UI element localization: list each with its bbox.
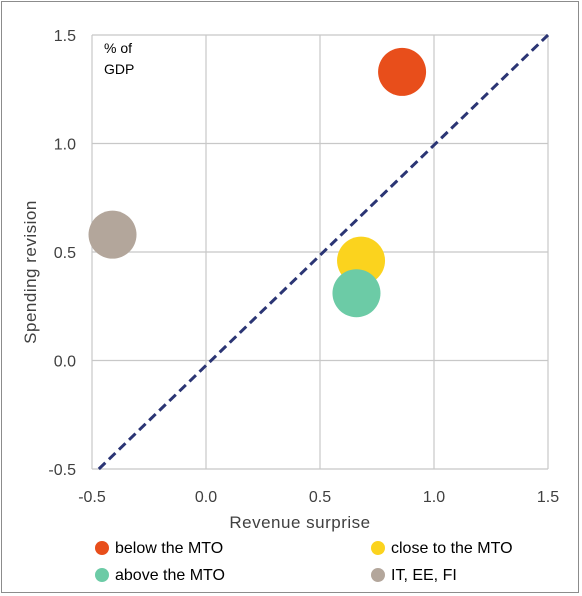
legend-label-2: above the MTO xyxy=(115,567,225,584)
data-points xyxy=(88,47,427,318)
data-point-3 xyxy=(88,210,137,259)
reference-line-group xyxy=(97,33,550,471)
y-axis-title: Spending revision xyxy=(21,200,40,344)
legend-marker-0 xyxy=(95,541,109,555)
grid xyxy=(91,34,549,470)
data-point-0 xyxy=(378,47,427,96)
legend: below the MTO close to the MTO above the M… xyxy=(95,540,513,584)
legend-marker-1 xyxy=(371,541,385,555)
x-tick-label: 0.5 xyxy=(309,489,331,506)
legend-label-3: IT, EE, FI xyxy=(391,567,457,584)
y-tick-labels: -0.5 0.0 0.5 1.0 1.5 xyxy=(48,28,76,479)
x-tick-labels: -0.5 0.0 0.5 1.0 1.5 xyxy=(78,489,559,506)
reference-line xyxy=(97,33,550,471)
y-tick-label: 0.5 xyxy=(54,245,76,262)
y-tick-label: 0.0 xyxy=(54,354,76,371)
data-point-2 xyxy=(332,269,381,318)
legend-marker-3 xyxy=(371,568,385,582)
y-tick-label: 1.0 xyxy=(54,137,76,154)
legend-marker-2 xyxy=(95,568,109,582)
x-tick-label: -0.5 xyxy=(78,489,106,506)
x-tick-label: 1.0 xyxy=(423,489,445,506)
annotation-line-2: GDP xyxy=(104,61,134,77)
x-tick-label: 0.0 xyxy=(195,489,217,506)
x-axis-title: Revenue surprise xyxy=(229,513,370,532)
y-tick-label: -0.5 xyxy=(48,462,76,479)
y-tick-label: 1.5 xyxy=(54,28,76,45)
legend-label-0: below the MTO xyxy=(115,540,223,557)
annotation-line-1: % of xyxy=(104,40,132,56)
legend-label-1: close to the MTO xyxy=(391,540,513,557)
x-tick-label: 1.5 xyxy=(537,489,559,506)
